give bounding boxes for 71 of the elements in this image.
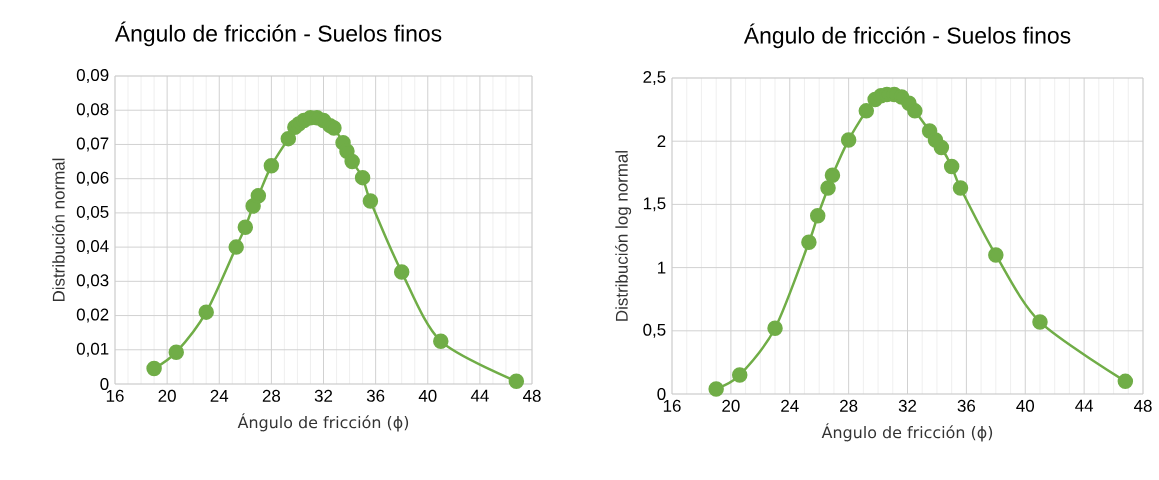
point	[840, 132, 857, 148]
y-tick-label: 0,08	[76, 103, 109, 118]
x-tick-label: 44	[1075, 399, 1094, 412]
x-tick-label: 32	[898, 399, 917, 412]
point	[146, 360, 162, 377]
x-tick-label: 16	[663, 399, 681, 412]
x-tick-label: 24	[210, 389, 229, 402]
y-tick-label: 1	[658, 261, 666, 274]
point	[250, 188, 267, 204]
x-tick-label: 20	[158, 389, 176, 402]
point	[362, 193, 379, 209]
y-tick-label: 0	[657, 388, 666, 400]
y-tick-label: 0,03	[76, 274, 109, 289]
y-tick-label: 0,05	[76, 205, 109, 220]
point	[433, 333, 449, 349]
y-tick-label: 0,5	[643, 323, 666, 338]
chart-title: Ángulo de fricción - Suelos finos	[114, 21, 442, 47]
point	[731, 367, 748, 383]
point	[280, 130, 297, 147]
point	[344, 153, 360, 170]
x-tick-label: 36	[957, 399, 976, 412]
point	[988, 247, 1004, 263]
point	[1117, 373, 1134, 390]
x-axis-title: Ángulo de fricción (ϕ)	[237, 413, 409, 432]
x-tick-label: 32	[314, 389, 333, 402]
point	[820, 180, 836, 196]
point	[824, 167, 841, 184]
point	[237, 219, 254, 236]
point	[508, 373, 525, 390]
point	[228, 239, 244, 255]
y-tick-label: 1,5	[643, 197, 666, 212]
point	[354, 169, 371, 186]
point	[767, 320, 783, 337]
point	[858, 103, 875, 119]
point	[198, 304, 214, 320]
point	[326, 120, 342, 136]
chart-title: Ángulo de fricción - Suelos finos	[743, 23, 1071, 49]
point	[168, 344, 184, 360]
y-tick-label: 0,01	[76, 342, 109, 357]
y-tick-label: 0,04	[76, 240, 109, 255]
x-tick-label: 48	[522, 389, 541, 402]
y-tick-label: 0,07	[76, 137, 109, 152]
x-tick-label: 40	[418, 389, 437, 402]
y-axis-title: Distribución log normal	[615, 151, 632, 321]
y-tick-label: 0,06	[76, 171, 109, 186]
y-tick-label: 2	[657, 135, 666, 148]
y-tick-label: 2,5	[643, 71, 666, 85]
point	[708, 381, 724, 397]
y-tick-label: 0	[100, 378, 109, 390]
x-tick-label: 44	[470, 389, 489, 402]
point	[933, 139, 950, 156]
x-axis-title: Ángulo de fricción (ϕ)	[821, 423, 993, 442]
x-tick-label: 16	[106, 389, 124, 402]
y-tick-label: 0,02	[76, 308, 109, 323]
y-axis-title: Distribución normal	[52, 158, 65, 302]
point	[263, 157, 280, 174]
y-tick-label: 0,09	[76, 69, 109, 84]
point	[1032, 314, 1048, 330]
point	[943, 158, 960, 175]
x-tick-label: 48	[1133, 399, 1152, 412]
x-tick-label: 36	[366, 389, 385, 402]
x-tick-label: 20	[722, 399, 740, 412]
point	[393, 264, 410, 280]
point	[801, 234, 817, 251]
point	[809, 208, 826, 224]
x-tick-label: 24	[781, 399, 799, 412]
x-tick-label: 40	[1016, 399, 1035, 412]
point	[907, 103, 923, 119]
x-tick-label: 28	[262, 389, 281, 402]
x-tick-label: 28	[840, 399, 858, 412]
point	[952, 180, 969, 196]
